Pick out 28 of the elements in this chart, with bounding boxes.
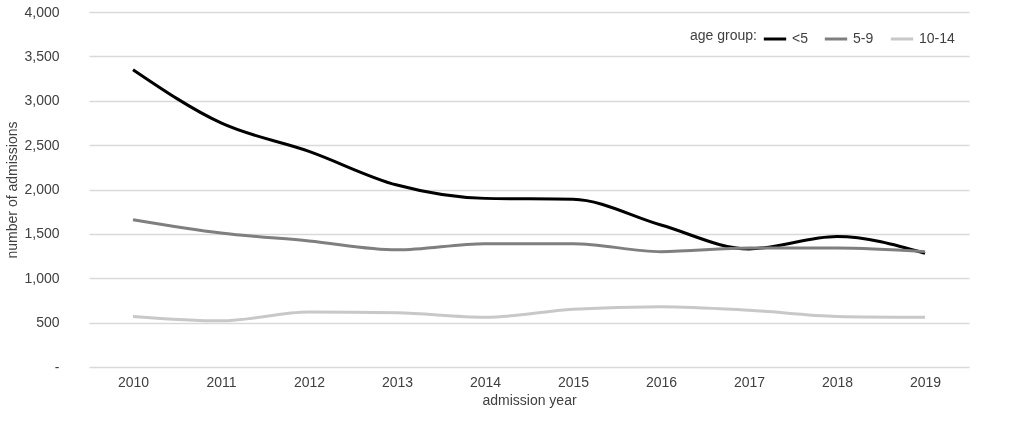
y-tick-label: - <box>54 358 60 375</box>
x-tick-label: 2018 <box>821 373 854 390</box>
x-tick-label: 2010 <box>117 373 150 390</box>
y-tick-label: 2,000 <box>24 181 60 197</box>
x-tick-label: 2012 <box>293 373 326 390</box>
y-tick-label: 1,000 <box>24 269 60 286</box>
y-axis-title: number of admissions <box>4 121 21 259</box>
y-tick-label: 3,500 <box>24 47 60 64</box>
line-series <box>131 218 927 254</box>
legend-title: age group: <box>690 27 757 43</box>
y-tick-label: 4,000 <box>24 3 60 20</box>
y-tick-label: 2,500 <box>24 136 60 153</box>
legend-label: 10-14 <box>919 30 956 46</box>
legend-label: 5-9 <box>853 30 874 46</box>
x-tick-label: 2011 <box>206 373 237 390</box>
x-axis-title: admission year <box>482 391 577 408</box>
y-tick-label: 1,500 <box>24 225 60 242</box>
x-tick-label: 2017 <box>733 373 766 390</box>
x-tick-label: 2016 <box>645 373 678 390</box>
y-tick-label: 500 <box>36 314 60 331</box>
x-tick-label: 2015 <box>557 373 590 390</box>
legend-label: <5 <box>792 30 809 46</box>
line-series <box>131 68 927 255</box>
x-tick-label: 2019 <box>909 373 942 390</box>
x-tick-label: 2013 <box>381 373 414 390</box>
line-series <box>131 305 927 323</box>
y-tick-label: 3,000 <box>24 92 60 109</box>
x-tick-label: 2014 <box>469 373 502 390</box>
